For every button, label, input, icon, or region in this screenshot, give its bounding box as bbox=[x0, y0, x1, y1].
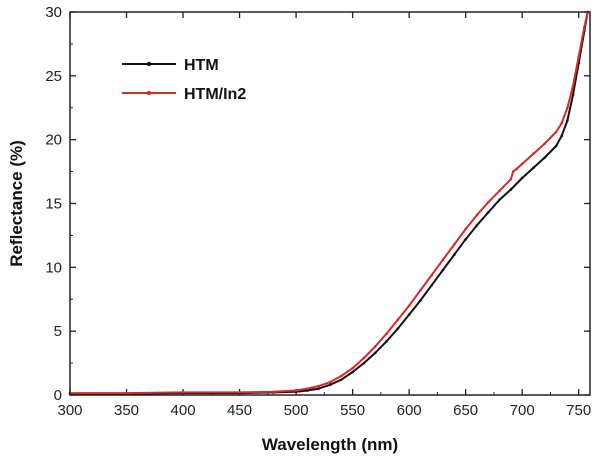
data-point bbox=[362, 361, 366, 365]
data-point bbox=[419, 289, 422, 292]
data-point bbox=[520, 162, 524, 166]
x-tick-label: 400 bbox=[171, 402, 196, 419]
data-point bbox=[577, 55, 580, 58]
y-tick-label: 20 bbox=[45, 132, 62, 149]
data-point bbox=[543, 142, 547, 145]
series-lines bbox=[68, 10, 590, 396]
y-tick-label: 0 bbox=[54, 387, 62, 404]
data-point bbox=[294, 389, 298, 392]
data-point bbox=[475, 213, 479, 217]
data-point bbox=[498, 189, 501, 193]
y-tick-label: 30 bbox=[45, 4, 62, 21]
data-point bbox=[511, 170, 515, 173]
data-point bbox=[317, 387, 320, 390]
axis-ticks: 300 350 400 450 500 550 600 650 700 750 0 5 10 15 20 25… bbox=[45, 4, 591, 419]
x-tick-label: 700 bbox=[510, 402, 535, 419]
data-point bbox=[554, 144, 558, 148]
data-point bbox=[515, 167, 518, 171]
x-tick-label: 300 bbox=[57, 402, 82, 419]
data-point bbox=[385, 340, 388, 343]
x-tick-label: 650 bbox=[453, 402, 478, 419]
data-point bbox=[430, 283, 434, 287]
data-point bbox=[407, 313, 411, 316]
x-tick-label: 350 bbox=[114, 402, 139, 419]
data-point bbox=[453, 243, 456, 246]
y-tick-label: 10 bbox=[45, 259, 62, 276]
x-tick-label: 600 bbox=[397, 402, 422, 419]
x-axis-title: Wavelength (nm) bbox=[262, 435, 398, 454]
legend-label-htm-in2: HTM/In2 bbox=[184, 86, 246, 103]
data-point bbox=[464, 227, 467, 231]
data-point bbox=[509, 177, 513, 181]
data-point bbox=[453, 253, 456, 256]
data-point bbox=[385, 332, 388, 336]
data-point bbox=[238, 391, 241, 394]
data-point bbox=[560, 121, 564, 125]
data-point bbox=[340, 378, 343, 381]
data-point bbox=[340, 374, 343, 378]
data-point bbox=[498, 198, 501, 201]
data-point bbox=[583, 26, 586, 29]
legend-item-htm: HTM bbox=[122, 57, 219, 74]
y-tick-label: 5 bbox=[54, 323, 62, 340]
data-point bbox=[306, 387, 309, 390]
data-point bbox=[373, 345, 377, 348]
data-point bbox=[407, 304, 411, 307]
data-point bbox=[328, 383, 332, 387]
data-point bbox=[373, 351, 377, 355]
series-line-htm-in2 bbox=[70, 11, 589, 395]
data-point bbox=[125, 391, 128, 395]
legend-marker-htm bbox=[146, 61, 152, 67]
legend-label-htm: HTM bbox=[184, 57, 219, 74]
data-point bbox=[532, 166, 535, 170]
data-point bbox=[396, 318, 400, 321]
x-tick-label: 500 bbox=[284, 402, 309, 419]
data-point bbox=[571, 84, 575, 88]
data-point bbox=[571, 93, 575, 97]
data-point bbox=[520, 176, 524, 180]
data-point bbox=[306, 389, 309, 392]
legend-item-htm-in2: HTM/In2 bbox=[122, 86, 246, 103]
legend-marker-htm-in2 bbox=[146, 90, 152, 96]
data-point bbox=[475, 223, 479, 227]
y-axis-title: Reflectance (%) bbox=[7, 140, 26, 267]
data-point bbox=[509, 188, 513, 191]
plot-frame bbox=[69, 11, 591, 396]
x-tick-label: 750 bbox=[566, 402, 591, 419]
data-point bbox=[441, 268, 445, 272]
data-point bbox=[554, 130, 558, 134]
data-point bbox=[272, 390, 275, 394]
data-point bbox=[351, 370, 354, 374]
data-point bbox=[317, 384, 320, 388]
legend: HTM HTM/In2 bbox=[122, 57, 246, 103]
data-point bbox=[566, 106, 569, 110]
x-tick-label: 550 bbox=[340, 402, 365, 419]
data-point bbox=[543, 156, 547, 159]
data-point bbox=[560, 134, 564, 138]
data-point bbox=[486, 200, 490, 204]
data-point bbox=[566, 119, 569, 122]
data-point bbox=[486, 211, 490, 214]
x-tick-label: 450 bbox=[227, 402, 252, 419]
data-point bbox=[181, 391, 185, 394]
data-point bbox=[396, 327, 400, 330]
y-tick-label: 15 bbox=[45, 196, 62, 213]
data-point bbox=[464, 237, 467, 241]
data-point bbox=[328, 380, 332, 384]
data-point bbox=[419, 299, 422, 302]
data-point bbox=[362, 356, 366, 360]
data-point bbox=[430, 273, 434, 277]
series-line-htm bbox=[70, 11, 589, 395]
data-point bbox=[441, 258, 445, 261]
y-tick-label: 25 bbox=[45, 68, 62, 85]
data-point bbox=[532, 152, 535, 156]
data-point bbox=[351, 366, 354, 370]
